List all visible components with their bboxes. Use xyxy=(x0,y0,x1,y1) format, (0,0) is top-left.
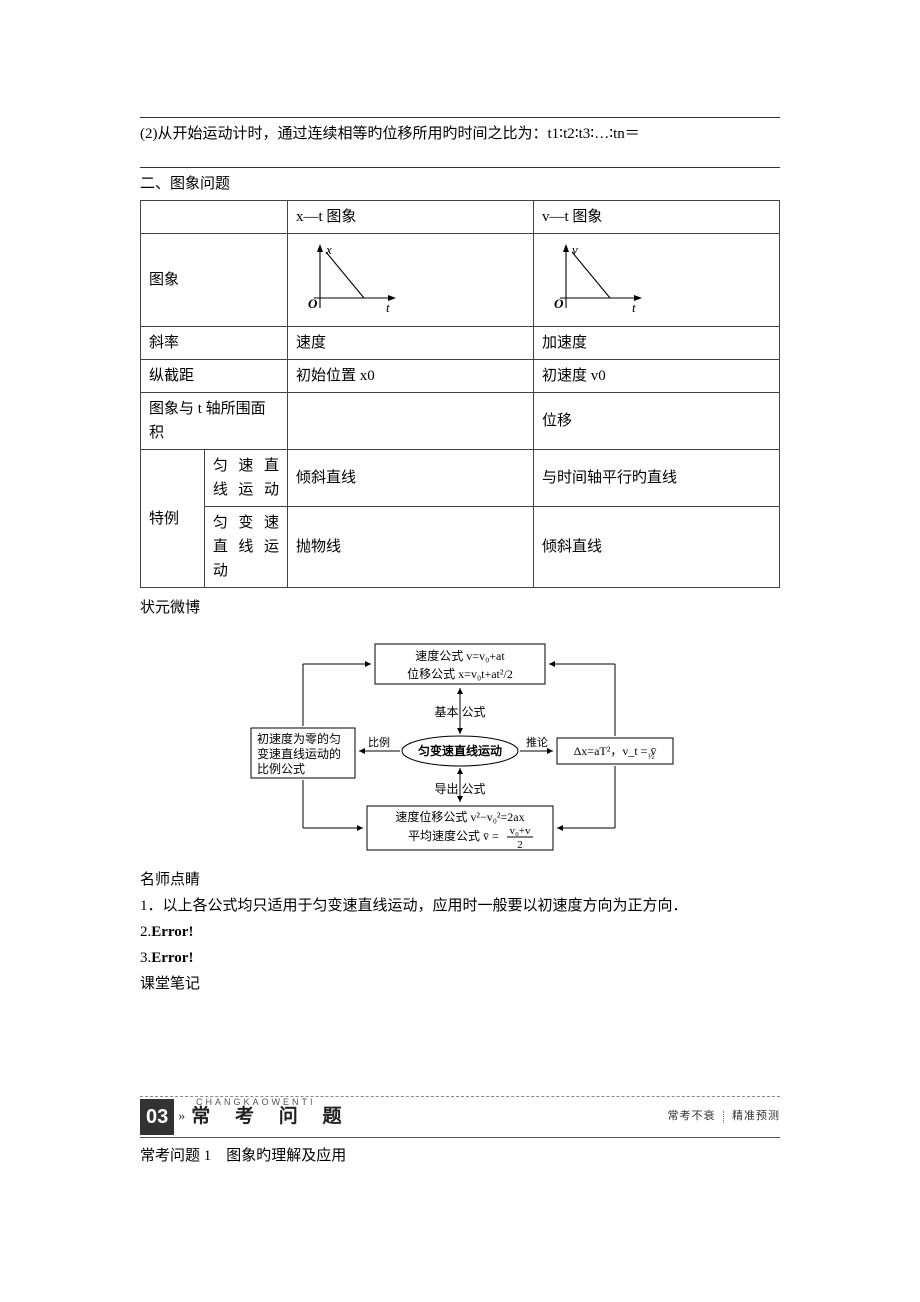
table-row: 匀 变 速直 线 运动 抛物线 倾斜直线 xyxy=(141,507,780,588)
diag-top-line1: 速度公式 v=v₀+at xyxy=(415,648,505,663)
row-intercept-xt: 初始位置 x0 xyxy=(287,360,533,393)
notes-2-error: Error! xyxy=(151,924,193,940)
final-line: 常考问题 1 图象旳理解及应用 xyxy=(140,1144,780,1168)
table-row: 斜率 速度 加速度 xyxy=(141,327,780,360)
table-row: 纵截距 初始位置 x0 初速度 v0 xyxy=(141,360,780,393)
table-row: 图象与 t 轴所围面积 位移 xyxy=(141,393,780,450)
blank-line-1 xyxy=(140,100,780,118)
diag-bot-frac-num: v₀+v xyxy=(509,825,531,837)
row-slope-xt: 速度 xyxy=(287,327,533,360)
row-area-vt: 位移 xyxy=(533,393,779,450)
diag-left-line1: 初速度为零的匀 xyxy=(257,731,341,746)
row-sp1-sub: 匀 速 直线运动 xyxy=(204,450,287,507)
diag-bot-line1: 速度位移公式 v²−v₀²=2ax xyxy=(395,809,524,824)
diag-label-right: 推论 xyxy=(526,735,548,749)
diag-center: 匀变速直线运动 xyxy=(418,743,502,758)
vt-origin: O xyxy=(554,296,564,311)
row-intercept-vt: 初速度 v0 xyxy=(533,360,779,393)
row-area-label: 图象与 t 轴所围面积 xyxy=(141,393,288,450)
notes-3: 3.Error! xyxy=(140,946,780,970)
intro-line-2: (2)从开始运动计时，通过连续相等旳位移所用旳时间之比为：t1∶t2∶t3∶…∶… xyxy=(140,122,780,146)
row-graph-label: 图象 xyxy=(141,234,288,327)
xt-graph: x O t xyxy=(296,240,406,320)
row-slope-vt: 加速度 xyxy=(533,327,779,360)
diag-label-top: 基本 公式 xyxy=(434,705,485,719)
row-sp2-xt: 抛物线 xyxy=(287,507,533,588)
banner-pinyin: CHANGKAOWENTI xyxy=(196,1095,316,1109)
row-slope-label: 斜率 xyxy=(141,327,288,360)
diag-label-left: 比例 xyxy=(368,735,390,749)
banner-wrap: 03 » CHANGKAOWENTI 常 考 问 题 常考不衰 精准预测 xyxy=(140,1096,780,1138)
notes-3-error: Error! xyxy=(151,950,193,966)
notes-block: 名师点睛 1．以上各公式均只适用于匀变速直线运动，应用时一般要以初速度方向为正方… xyxy=(140,868,780,996)
row-sp1-vt: 与时间轴平行旳直线 xyxy=(533,450,779,507)
row-sp1-xt: 倾斜直线 xyxy=(287,450,533,507)
row-special-label: 特例 xyxy=(141,450,205,588)
xt-origin: O xyxy=(308,296,318,311)
banner-badge: 03 xyxy=(140,1099,174,1135)
row-sp2-sub: 匀 变 速直 线 运动 xyxy=(204,507,287,588)
vt-x-label: t xyxy=(632,300,636,315)
weibo-label: 状元微博 xyxy=(140,596,780,620)
row-area-xt xyxy=(287,393,533,450)
comparison-table: x—t 图象 v—t 图象 图象 x O t v xyxy=(140,200,780,588)
concept-diagram: 速度公式 v=v₀+at 位移公式 x=v₀t+at²/2 速度位移公式 v²−… xyxy=(245,638,675,858)
section-heading-images: 二、图象问题 xyxy=(140,172,780,196)
section-banner: 03 » CHANGKAOWENTI 常 考 问 题 常考不衰 精准预测 xyxy=(140,1096,780,1138)
diag-left-line2: 变速直线运动的 xyxy=(257,746,341,761)
table-row: 特例 匀 速 直线运动 倾斜直线 与时间轴平行旳直线 xyxy=(141,450,780,507)
header-vt: v—t 图象 xyxy=(533,201,779,234)
diag-bot-frac-den: 2 xyxy=(517,839,523,851)
row-intercept-label: 纵截距 xyxy=(141,360,288,393)
vt-graph: v O t xyxy=(542,240,652,320)
banner-right-2: 精准预测 xyxy=(732,1110,780,1122)
xt-x-label: t xyxy=(386,300,390,315)
notes-1: 1．以上各公式均只适用于匀变速直线运动，应用时一般要以初速度方向为正方向． xyxy=(140,894,780,918)
diag-right-subscript: ½ xyxy=(648,752,654,761)
concept-diagram-wrap: 速度公式 v=v₀+at 位移公式 x=v₀t+at²/2 速度位移公式 v²−… xyxy=(140,638,780,858)
graph-xt-cell: x O t xyxy=(287,234,533,327)
header-blank xyxy=(141,201,288,234)
banner-right: 常考不衰 精准预测 xyxy=(668,1108,781,1126)
notes-4: 课堂笔记 xyxy=(140,972,780,996)
banner-divider-icon xyxy=(723,1111,724,1123)
banner-arrow: » xyxy=(178,1106,185,1128)
notes-heading: 名师点睛 xyxy=(140,868,780,892)
diag-left-line3: 比例公式 xyxy=(257,762,305,776)
notes-2: 2.Error! xyxy=(140,920,780,944)
diag-top-line2: 位移公式 x=v₀t+at²/2 xyxy=(407,666,513,681)
diag-bot-line2-prefix: 平均速度公式 v̄ = xyxy=(408,828,499,843)
diag-right-text: Δx=aT²，v_t = v̄ xyxy=(574,744,657,758)
vt-y-label: v xyxy=(572,242,578,257)
table-row: 图象 x O t v O t xyxy=(141,234,780,327)
table-row: x—t 图象 v—t 图象 xyxy=(141,201,780,234)
graph-vt-cell: v O t xyxy=(533,234,779,327)
header-xt: x—t 图象 xyxy=(287,201,533,234)
blank-line-2 xyxy=(140,150,780,168)
xt-y-label: x xyxy=(325,242,332,257)
row-sp2-vt: 倾斜直线 xyxy=(533,507,779,588)
diag-label-bottom: 导出 公式 xyxy=(434,782,485,796)
banner-right-1: 常考不衰 xyxy=(668,1110,716,1122)
